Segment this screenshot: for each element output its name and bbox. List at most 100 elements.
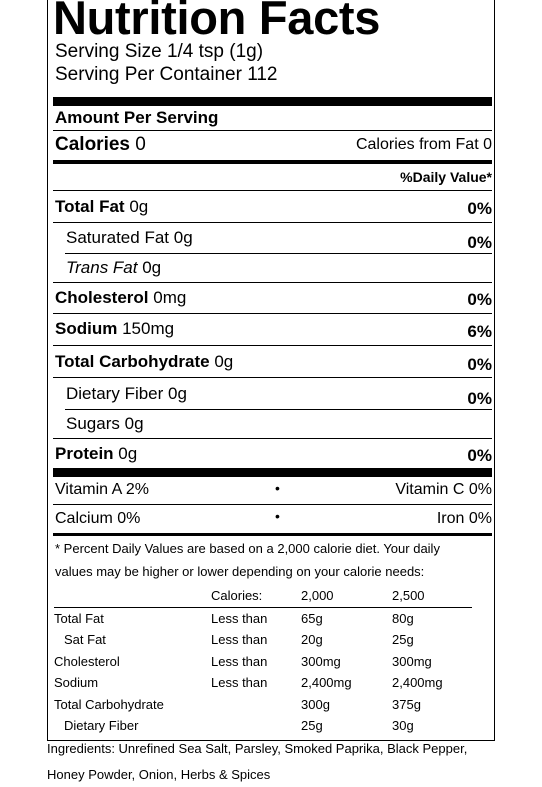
label-title: Nutrition Facts: [53, 0, 381, 44]
table-cell: 2,400mg: [392, 675, 443, 691]
table-cell: 2,500: [392, 588, 425, 604]
ingredients-line: Ingredients: Unrefined Sea Salt, Parsley…: [47, 741, 468, 756]
nutrient-row-cholesterol: Cholesterol 0mg: [55, 288, 186, 308]
nutrient-amount: 0g: [142, 258, 162, 277]
table-cell: 65g: [301, 610, 323, 626]
bullet-separator: •: [275, 480, 280, 496]
medium-divider: [53, 533, 492, 536]
divider: [65, 253, 492, 254]
divider: [53, 504, 492, 505]
table-cell: 375g: [392, 696, 421, 712]
nutrient-name: Protein: [55, 444, 114, 463]
nutrient-pct: 0%: [467, 199, 492, 218]
servings-per-container: Serving Per Container 112: [55, 64, 278, 85]
divider: [53, 190, 492, 191]
divider: [53, 345, 492, 346]
table-cell: Cholesterol: [54, 653, 120, 669]
table-cell: Dietary Fiber: [64, 718, 139, 734]
nutrient-pct: 0%: [467, 446, 492, 465]
table-cell: Less than: [211, 610, 268, 626]
table-cell: Sodium: [54, 675, 99, 691]
iron: Iron 0%: [436, 510, 492, 527]
medium-divider: [53, 160, 492, 164]
table-cell: [54, 585, 211, 607]
calcium: Calcium 0%: [55, 510, 141, 527]
table-cell: 300g: [301, 696, 330, 712]
table-cell: Total Carbohydrate: [54, 696, 164, 712]
nutrient-amount: 0g: [124, 414, 144, 433]
nutrient-amount: 0g: [173, 228, 193, 247]
table-row: Sodium Less than 2,400mg 2,400mg: [54, 672, 472, 694]
table-cell: 2,400mg: [301, 675, 352, 691]
ingredients-line: Honey Powder, Onion, Herbs & Spices: [47, 767, 271, 782]
nutrient-pct: 0%: [467, 389, 492, 408]
nutrient-pct: 6%: [467, 322, 492, 341]
nutrient-row-sodium: Sodium 150mg: [55, 319, 174, 339]
table-cell: 80g: [392, 610, 414, 626]
daily-value-table: Calories: 2,000 2,500 Total Fat Less tha…: [54, 585, 472, 737]
nutrient-pct: 0%: [467, 290, 492, 309]
divider: [53, 438, 492, 439]
nutrient-row-total-carbohydrate: Total Carbohydrate 0g: [55, 352, 233, 372]
divider: [53, 313, 492, 314]
table-cell: [211, 715, 301, 737]
table-cell: 30g: [392, 718, 414, 734]
table-row: Total Fat Less than 65g 80g: [54, 607, 472, 629]
table-row: Sat Fat Less than 20g 25g: [54, 629, 472, 651]
vitamin-c: Vitamin C 0%: [395, 481, 492, 498]
daily-value-header: %Daily Value*: [400, 169, 492, 185]
thick-divider: [53, 97, 492, 106]
nutrition-label: [47, 0, 495, 741]
nutrient-amount: 0g: [168, 384, 187, 403]
table-cell: 300mg: [301, 653, 341, 669]
nutrient-name: Dietary Fiber: [66, 384, 164, 403]
nutrient-amount: 0g: [129, 197, 149, 216]
nutrient-name: Total Carbohydrate: [55, 352, 210, 371]
nutrient-name: Sodium: [55, 319, 118, 338]
table-cell: 25g: [301, 718, 323, 734]
divider: [65, 409, 492, 410]
table-cell: 20g: [301, 632, 323, 648]
amount-per-serving: Amount Per Serving: [55, 108, 219, 127]
nutrient-row-dietary-fiber: Dietary Fiber 0g: [66, 384, 187, 404]
calories-from-fat: Calories from Fat 0: [355, 136, 492, 153]
nutrient-row-saturated-fat: Saturated Fat 0g: [66, 228, 193, 248]
nutrient-name: Total Fat: [55, 197, 125, 216]
nutrient-row-sugars: Sugars 0g: [66, 414, 144, 434]
thick-divider: [53, 468, 492, 477]
table-cell: 25g: [392, 632, 414, 648]
divider: [53, 377, 492, 378]
divider: [53, 282, 492, 283]
table-cell: Less than: [211, 653, 268, 669]
footnote-line: values may be higher or lower depending …: [55, 564, 425, 579]
nutrient-name: Cholesterol: [55, 288, 149, 307]
nutrient-amount: 150mg: [122, 319, 175, 338]
nutrient-name: Trans Fat: [66, 258, 138, 277]
divider: [53, 130, 492, 131]
vitamin-a: Vitamin A 2%: [55, 481, 149, 498]
table-cell: Calories:: [211, 588, 263, 604]
table-row: Cholesterol Less than 300mg 300mg: [54, 651, 472, 673]
footnote-line: * Percent Daily Values are based on a 2,…: [55, 541, 440, 556]
nutrient-name: Sugars: [66, 414, 120, 433]
nutrient-row-protein: Protein 0g: [55, 444, 137, 464]
table-cell: 300mg: [392, 653, 432, 669]
table-header-row: Calories: 2,000 2,500: [54, 585, 472, 607]
calories-label: Calories: [55, 134, 130, 155]
nutrient-pct: 0%: [467, 233, 492, 252]
table-cell: Sat Fat: [64, 632, 106, 648]
table-cell: Less than: [211, 632, 268, 648]
nutrient-row-trans-fat: Trans Fat 0g: [66, 258, 161, 278]
nutrient-amount: 0g: [214, 352, 234, 371]
nutrient-row-total-fat: Total Fat 0g: [55, 197, 148, 217]
serving-size: Serving Size 1/4 tsp (1g): [55, 41, 264, 62]
calories-value: 0: [135, 134, 146, 155]
nutrient-pct: 0%: [467, 355, 492, 374]
table-cell: [211, 694, 301, 716]
divider: [53, 222, 492, 223]
nutrient-name: Saturated Fat: [66, 228, 170, 247]
nutrient-amount: 0mg: [153, 288, 187, 307]
table-row: Total Carbohydrate 300g 375g: [54, 694, 472, 716]
table-row: Dietary Fiber 25g 30g: [54, 715, 472, 737]
table-cell: Total Fat: [54, 610, 104, 626]
